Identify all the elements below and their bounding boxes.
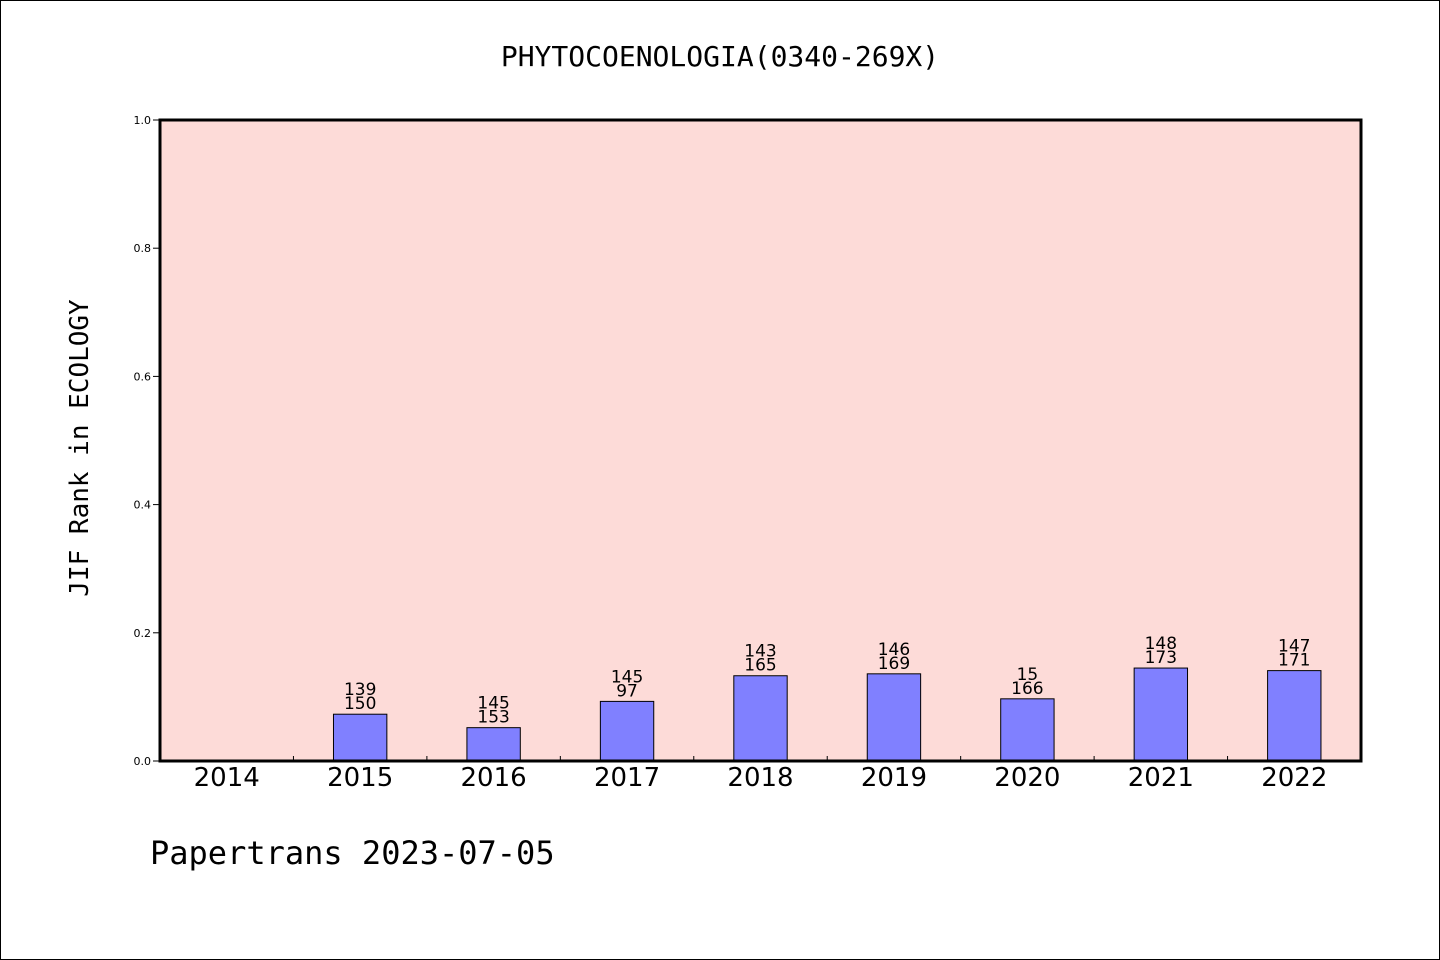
- bar-label-rank: 139: [344, 680, 376, 700]
- y-tick-label: 0.0: [134, 755, 152, 768]
- y-tick-label: 1.0: [134, 114, 152, 127]
- bar-label-total: 150: [344, 694, 376, 714]
- x-axis: 2014 2015 2016 2017 2018 2019 2020 2021 2022: [194, 756, 1327, 793]
- bar-label-total: 173: [1145, 648, 1177, 668]
- bar: [1000, 698, 1055, 762]
- bar: [866, 673, 922, 762]
- bar: [733, 675, 788, 762]
- bar: [466, 727, 521, 762]
- y-tick-label: 0.4: [134, 499, 152, 512]
- bar-label-total: 165: [744, 656, 776, 676]
- y-tick-label: 0.2: [134, 627, 152, 640]
- bar-label-rank: 147: [1278, 637, 1310, 657]
- bar: [599, 700, 655, 762]
- bar-label-rank: 145: [611, 667, 643, 687]
- y-axis-label: JIF Rank in ECOLOGY: [65, 299, 95, 597]
- x-tick-label: 2019: [861, 763, 927, 793]
- bar-label-rank: 148: [1145, 634, 1177, 654]
- x-tick-label: 2020: [994, 763, 1060, 793]
- bar: [1267, 670, 1322, 762]
- y-axis: 0.0 0.2 0.4 0.6 0.8 1.0: [134, 114, 160, 768]
- plot-area: [160, 120, 1361, 761]
- bar-label-total: 153: [477, 708, 509, 728]
- bar-label-rank: 143: [744, 642, 776, 662]
- x-tick-label: 2021: [1128, 763, 1194, 793]
- x-tick-label: 2018: [727, 763, 793, 793]
- bar-label-rank: 146: [878, 640, 910, 660]
- x-tick-label: 2015: [327, 763, 393, 793]
- bar-label-rank: 15: [1017, 665, 1039, 685]
- bar: [332, 713, 388, 762]
- footer-text: Papertrans 2023-07-05: [150, 834, 555, 872]
- bar-label-rank: 145: [477, 694, 509, 714]
- y-tick-label: 0.8: [134, 242, 152, 255]
- bar-label-total: 97: [616, 681, 638, 701]
- bars: [332, 667, 1322, 762]
- bar: [1133, 667, 1189, 762]
- x-tick-label: 2014: [194, 763, 260, 793]
- y-tick-label: 0.6: [134, 370, 152, 383]
- bar-label-total: 169: [878, 654, 910, 674]
- bar-label-total: 171: [1278, 651, 1310, 671]
- chart-title: PHYTOCOENOLOGIA(0340-269X): [501, 40, 939, 73]
- x-tick-label: 2022: [1261, 763, 1327, 793]
- x-tick-label: 2017: [594, 763, 660, 793]
- bar-label-total: 166: [1011, 679, 1043, 699]
- x-tick-label: 2016: [461, 763, 527, 793]
- plot-border: [158, 118, 1363, 763]
